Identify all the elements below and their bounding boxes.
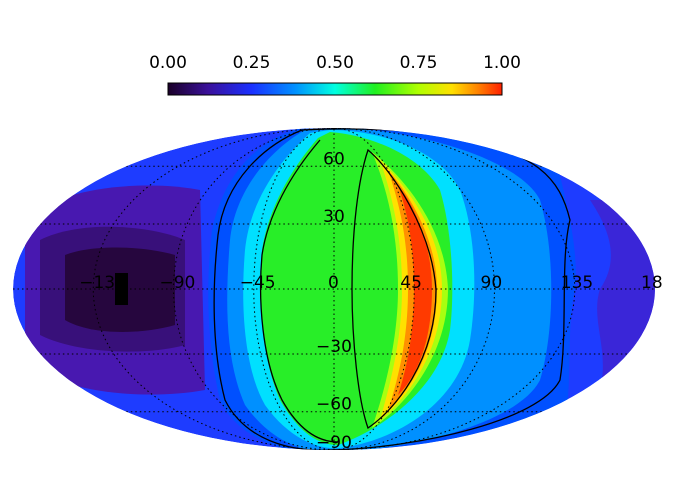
colorbar-tick-label: 0.50 — [316, 53, 354, 73]
colorbar-tick-label: 0.25 — [233, 53, 271, 73]
longitude-label: 0 — [328, 273, 339, 293]
longitude-label: −90 — [160, 273, 196, 293]
longitude-label: 90 — [481, 273, 503, 293]
latitude-label: −90 — [316, 433, 352, 453]
colorbar-tick-label: 1.00 — [483, 53, 521, 73]
region — [388, 170, 437, 410]
longitude-label: −135 — [79, 273, 126, 293]
colorbar-tick-label: 0.75 — [400, 53, 438, 73]
longitude-label: −45 — [240, 273, 276, 293]
region — [398, 185, 432, 395]
contour — [259, 139, 339, 443]
meridian — [333, 128, 576, 450]
longitude-label: 18 — [641, 273, 663, 293]
longitude-label: 135 — [561, 273, 593, 293]
latitude-label: 30 — [323, 207, 345, 227]
colorbar — [167, 82, 503, 96]
contour — [351, 148, 437, 430]
colorbar-tick-label: 0.00 — [149, 53, 187, 73]
meridian — [253, 128, 335, 450]
latitude-label: −30 — [316, 337, 352, 357]
map-fill — [13, 128, 655, 450]
longitude-label: 45 — [400, 273, 422, 293]
latitude-label: 60 — [323, 149, 345, 169]
latitude-label: −60 — [316, 395, 352, 415]
meridian — [92, 128, 335, 450]
